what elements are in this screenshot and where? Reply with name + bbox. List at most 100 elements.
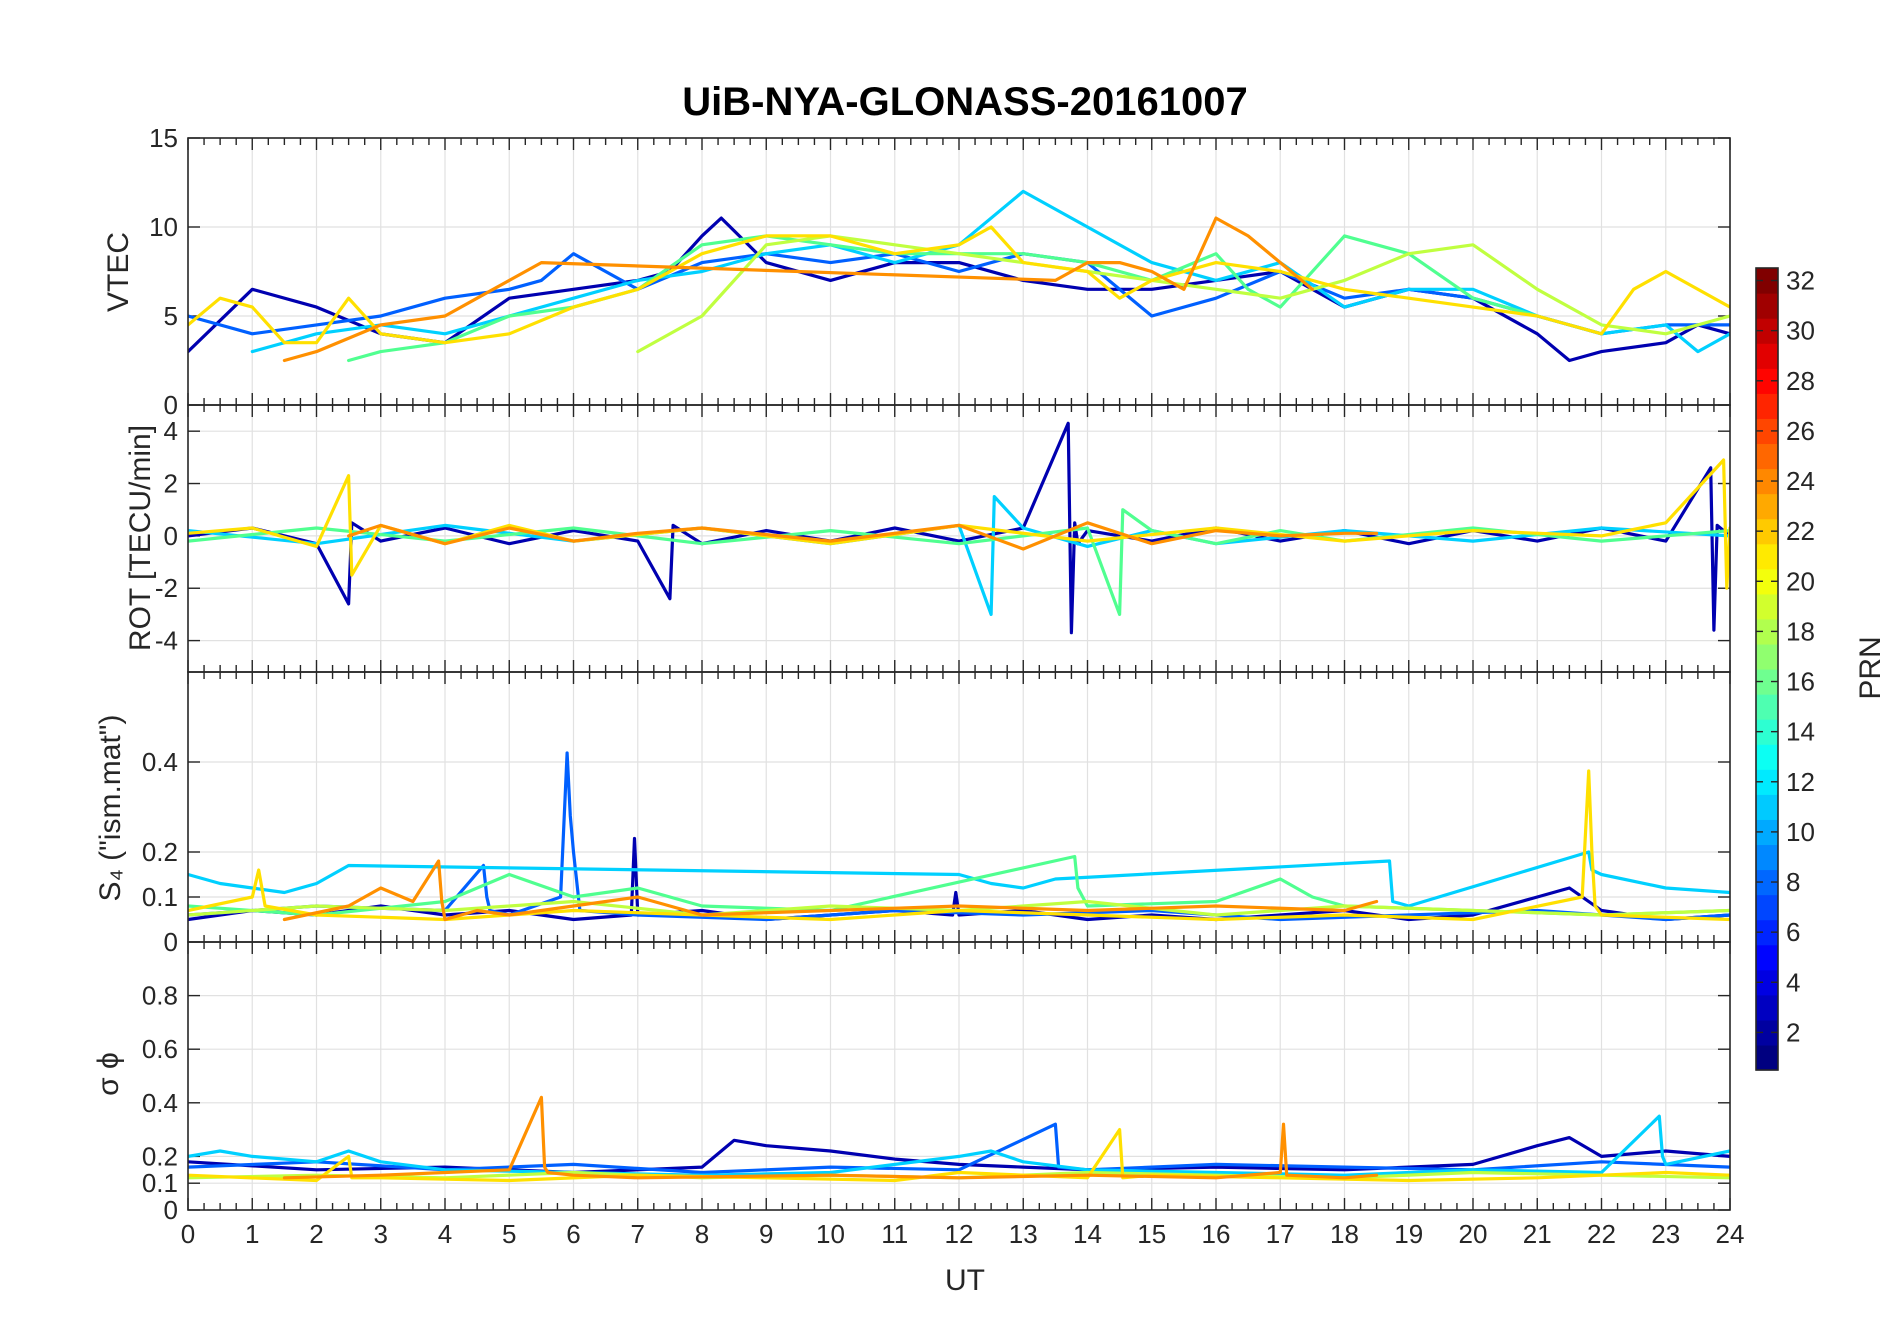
colorbar-tick-label: 30 <box>1786 316 1815 346</box>
x-tick-label: 11 <box>881 1219 908 1249</box>
figure-title: UiB-NYA-GLONASS-20161007 <box>682 80 1247 124</box>
y-tick-label: -2 <box>155 573 178 603</box>
y-tick-label: 15 <box>149 123 178 153</box>
colorbar-swatch <box>1756 744 1778 770</box>
colorbar-swatch <box>1756 994 1778 1021</box>
series-line-2 <box>188 252 1730 336</box>
y-tick-label: -4 <box>155 626 178 656</box>
x-tick-label: 13 <box>1009 1219 1038 1249</box>
y-tick-label: 10 <box>149 212 178 242</box>
series-line-6 <box>188 225 1730 345</box>
colorbar-swatch <box>1756 368 1778 394</box>
colorbar-tick-label: 10 <box>1786 817 1815 847</box>
colorbar-swatch <box>1756 669 1778 695</box>
x-tick-label: 12 <box>945 1219 974 1249</box>
x-tick-label: 23 <box>1651 1219 1680 1249</box>
x-tick-label: 16 <box>1202 1219 1231 1249</box>
colorbar-swatch <box>1756 493 1778 520</box>
y-tick-label: 0.1 <box>142 1168 178 1198</box>
y-tick-label: 0 <box>164 521 178 551</box>
colorbar-swatch <box>1756 318 1778 344</box>
x-tick-label: 0 <box>181 1219 195 1249</box>
colorbar-swatch <box>1756 844 1778 871</box>
colorbar-swatch <box>1756 894 1778 921</box>
colorbar-swatch <box>1756 643 1778 670</box>
y-axis-label: ROT [TECU/min] <box>124 425 157 651</box>
y-tick-label: 5 <box>164 301 178 331</box>
colorbar-swatch <box>1756 944 1778 971</box>
series-line-4 <box>347 234 1539 363</box>
colorbar-swatch <box>1756 769 1778 795</box>
colorbar-tick-label: 2 <box>1786 1017 1800 1047</box>
colorbar-swatch <box>1756 293 1778 319</box>
x-tick-label: 3 <box>374 1219 388 1249</box>
series-line-2 <box>188 495 1730 616</box>
colorbar-swatch <box>1756 618 1778 645</box>
colorbar-swatch <box>1756 543 1778 570</box>
x-tick-label: 24 <box>1716 1219 1745 1249</box>
colorbar-swatch <box>1756 694 1778 720</box>
colorbar-tick-label: 22 <box>1786 516 1815 546</box>
x-tick-label: 15 <box>1137 1219 1166 1249</box>
y-tick-label: 0.4 <box>142 747 178 777</box>
colorbar-swatch <box>1756 468 1778 495</box>
colorbar-tick-label: 18 <box>1786 616 1815 646</box>
colorbar-swatch <box>1756 568 1778 595</box>
y-tick-label: 0 <box>164 927 178 957</box>
colorbar-swatch <box>1756 1044 1778 1071</box>
panel-3: 0 0.1 0.2 0.4 S₄ ("ism.mat") <box>94 671 1731 957</box>
y-tick-label: 0.2 <box>142 1141 178 1171</box>
y-tick-label: 0.2 <box>142 837 178 867</box>
y-tick-label: 0.6 <box>142 1034 178 1064</box>
x-tick-label: 19 <box>1394 1219 1423 1249</box>
colorbar-swatch <box>1756 518 1778 545</box>
y-tick-label: 4 <box>164 416 178 446</box>
colorbar-tick-label: 4 <box>1786 967 1800 997</box>
series-line-5 <box>188 1128 1730 1183</box>
colorbar-tick-label: 28 <box>1786 366 1815 396</box>
colorbar-swatch <box>1756 819 1778 846</box>
y-tick-label: 0.1 <box>142 882 178 912</box>
x-tick-label: 1 <box>245 1219 259 1249</box>
x-tick-label: 18 <box>1330 1219 1359 1249</box>
colorbar-tick-label: 14 <box>1786 717 1815 747</box>
series-line-2 <box>188 751 1730 922</box>
y-tick-label: 2 <box>164 469 178 499</box>
x-tick-label: 14 <box>1073 1219 1102 1249</box>
colorbar-swatch <box>1756 393 1778 419</box>
x-tick-label: 2 <box>309 1219 323 1249</box>
series-line-6 <box>282 1095 1379 1180</box>
panel-1: 0 5 10 15 VTEC <box>102 123 1731 420</box>
x-axis-label: UT <box>945 1264 985 1297</box>
y-tick-label: 0.8 <box>142 981 178 1011</box>
colorbar-tick-label: 26 <box>1786 416 1815 446</box>
series-line-1 <box>188 216 1730 363</box>
y-tick-label: 0.4 <box>142 1088 178 1118</box>
x-tick-label: 8 <box>695 1219 709 1249</box>
y-axis-label: S₄ ("ism.mat") <box>94 715 127 902</box>
x-tick-label: 21 <box>1523 1219 1552 1249</box>
series-line-7 <box>282 859 1379 922</box>
series-line-1 <box>188 421 1730 635</box>
colorbar-tick-label: 6 <box>1786 917 1800 947</box>
colorbar-swatch <box>1756 443 1778 470</box>
colorbar-label: PRN <box>1854 636 1887 699</box>
colorbar-tick-label: 16 <box>1786 667 1815 697</box>
x-tick-label: 20 <box>1459 1219 1488 1249</box>
series-line-7 <box>282 216 1314 363</box>
colorbar-swatch <box>1756 343 1778 369</box>
colorbar-frame <box>1755 267 1779 1071</box>
x-tick-label: 5 <box>502 1219 516 1249</box>
colorbar-tick-label: 20 <box>1786 566 1815 596</box>
x-tick-label: 9 <box>759 1219 773 1249</box>
y-axis-label: σ ϕ <box>92 1052 125 1096</box>
colorbar-swatch <box>1756 719 1778 745</box>
colorbar-swatch <box>1756 593 1778 620</box>
series-line-3 <box>188 1114 1730 1177</box>
x-tick-label: 7 <box>631 1219 645 1249</box>
colorbar-tick-label: 12 <box>1786 767 1815 797</box>
colorbar-tick-label: 8 <box>1786 867 1800 897</box>
